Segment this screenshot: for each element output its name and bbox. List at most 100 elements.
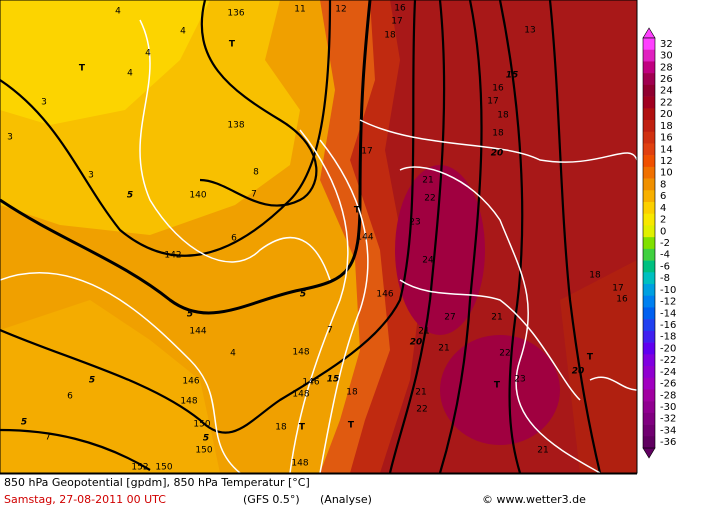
legend-label: 20: [660, 109, 673, 120]
map-label: 3: [41, 98, 47, 108]
map-label: 18: [497, 111, 509, 121]
legend-swatch: [643, 120, 655, 133]
map-label: 146: [302, 378, 319, 388]
map-label: 12: [335, 5, 346, 15]
legend-label: -12: [660, 297, 676, 308]
legend-label: -2: [660, 238, 670, 249]
map-label: 24: [422, 256, 434, 266]
map-label: 16: [616, 295, 628, 305]
legend-swatch: [643, 96, 655, 109]
legend-swatch: [643, 366, 655, 379]
map-label: 7: [327, 326, 333, 336]
map-label: 17: [487, 97, 498, 107]
map-label: 4: [230, 349, 236, 359]
legend-label: -36: [660, 437, 676, 448]
legend-label: -4: [660, 250, 670, 261]
map-label: 6: [231, 234, 237, 244]
legend-swatch: [643, 248, 655, 261]
legend-swatch: [643, 73, 655, 86]
map-label: 4: [180, 27, 186, 37]
legend-swatch: [643, 213, 655, 226]
map-label: 148: [292, 348, 309, 358]
map-label: 21: [415, 388, 426, 398]
legend-swatch: [643, 342, 655, 355]
legend-label: 22: [660, 97, 673, 108]
map-label: 20: [410, 338, 423, 348]
map-label: 22: [416, 405, 427, 415]
footer-line1: 850 hPa Geopotential [gpdm], 850 hPa Tem…: [4, 476, 310, 489]
legend-label: -24: [660, 367, 676, 378]
legend-arrow-top: [642, 27, 656, 39]
legend-swatch: [643, 377, 655, 390]
map-label: 148: [180, 397, 197, 407]
legend-swatch: [643, 225, 655, 238]
legend-label: 4: [660, 203, 666, 214]
footer-model: (GFS 0.5°): [243, 493, 300, 506]
footer-run: (Analyse): [320, 493, 372, 506]
map-label: 21: [438, 344, 449, 354]
map-label: 150: [155, 463, 172, 473]
legend-swatch: [643, 155, 655, 168]
map-label: T: [494, 381, 501, 391]
map-label: 3: [88, 171, 94, 181]
map-label: 20: [572, 367, 585, 377]
map-label: 15: [506, 71, 519, 81]
legend-label: 2: [660, 215, 666, 226]
map-label: 17: [361, 147, 372, 157]
legend-swatch: [643, 143, 655, 156]
legend-label: 32: [660, 39, 673, 50]
map-label: 21: [537, 446, 548, 456]
map-label: 152: [131, 463, 148, 473]
legend-label: -8: [660, 273, 670, 284]
legend-label: -32: [660, 414, 676, 425]
legend-swatch: [643, 354, 655, 367]
legend-label: 12: [660, 156, 673, 167]
legend-label: -10: [660, 285, 676, 296]
map-label: 144: [356, 233, 373, 243]
legend-label: -26: [660, 379, 676, 390]
map-label: T: [587, 353, 594, 363]
legend-label: 24: [660, 86, 673, 97]
legend-swatch: [643, 260, 655, 273]
map-label: 4: [115, 7, 121, 17]
map-label: 5: [203, 434, 209, 444]
legend-swatch: [643, 166, 655, 179]
legend-label: -14: [660, 308, 676, 319]
map-label: 142: [164, 251, 181, 261]
legend-swatch: [643, 284, 655, 297]
legend-label: 16: [660, 133, 673, 144]
legend-swatch: [643, 412, 655, 425]
legend-label: -28: [660, 390, 676, 401]
legend-arrow-bottom: [642, 447, 656, 459]
legend-swatch: [643, 319, 655, 332]
map-label: 138: [227, 121, 244, 131]
legend-label: -6: [660, 261, 670, 272]
footer-copyright: © www.wetter3.de: [482, 493, 586, 506]
legend-label: 8: [660, 179, 666, 190]
map-label: 4: [127, 69, 133, 79]
map-label: 27: [444, 313, 455, 323]
legend-swatch: [643, 84, 655, 97]
legend-swatch: [643, 295, 655, 308]
map-background: [0, 0, 637, 473]
legend-swatch: [643, 38, 655, 51]
legend-label: -18: [660, 332, 676, 343]
map-label: T: [79, 64, 86, 74]
map-label: 20: [491, 149, 504, 159]
legend-swatch: [643, 61, 655, 74]
map-label: T: [348, 421, 355, 431]
legend-label: 6: [660, 191, 666, 202]
map-label: 16: [394, 4, 406, 14]
map-label: 22: [499, 349, 510, 359]
map-label: 7: [45, 433, 51, 443]
legend-swatch: [643, 389, 655, 402]
legend-swatch: [643, 202, 655, 215]
map-label: 18: [275, 423, 287, 433]
map-label: 16: [492, 84, 504, 94]
map-label: 148: [292, 390, 309, 400]
map-label: 22: [424, 194, 435, 204]
legend-label: 26: [660, 74, 673, 85]
legend-swatch: [643, 424, 655, 437]
legend-swatch: [643, 272, 655, 285]
